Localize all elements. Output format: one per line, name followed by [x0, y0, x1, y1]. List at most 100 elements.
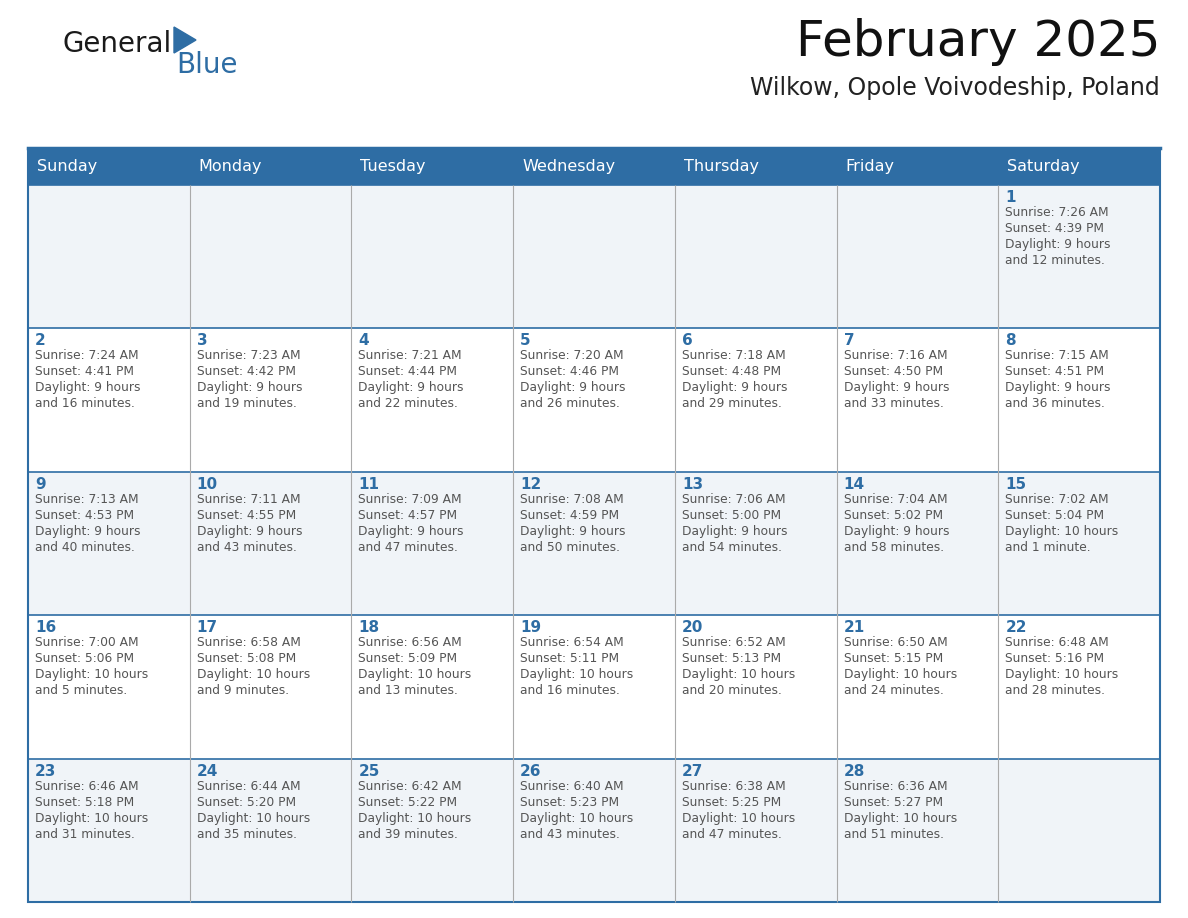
Text: General: General — [62, 30, 171, 58]
Text: Sunset: 4:44 PM: Sunset: 4:44 PM — [359, 365, 457, 378]
Text: 27: 27 — [682, 764, 703, 778]
Bar — [29, 472, 190, 615]
Text: 21: 21 — [843, 621, 865, 635]
Bar — [513, 758, 675, 902]
Text: 19: 19 — [520, 621, 542, 635]
Text: Sunrise: 6:46 AM: Sunrise: 6:46 AM — [34, 779, 139, 792]
Text: and 50 minutes.: and 50 minutes. — [520, 541, 620, 554]
Bar — [675, 615, 836, 758]
Text: Sunset: 4:46 PM: Sunset: 4:46 PM — [520, 365, 619, 378]
Text: Daylight: 10 hours: Daylight: 10 hours — [34, 812, 148, 824]
Text: Daylight: 9 hours: Daylight: 9 hours — [843, 525, 949, 538]
Bar — [352, 185, 513, 329]
Text: Daylight: 9 hours: Daylight: 9 hours — [34, 525, 140, 538]
Text: 5: 5 — [520, 333, 531, 349]
Bar — [190, 329, 352, 472]
Text: 11: 11 — [359, 476, 379, 492]
Text: and 13 minutes.: and 13 minutes. — [359, 684, 459, 697]
Text: Sunset: 4:50 PM: Sunset: 4:50 PM — [843, 365, 943, 378]
Bar — [998, 472, 1159, 615]
Polygon shape — [173, 27, 196, 53]
Text: 15: 15 — [1005, 476, 1026, 492]
Text: Sunrise: 6:36 AM: Sunrise: 6:36 AM — [843, 779, 947, 792]
Text: and 43 minutes.: and 43 minutes. — [520, 828, 620, 841]
Text: 13: 13 — [682, 476, 703, 492]
Text: Tuesday: Tuesday — [360, 160, 426, 174]
Text: 9: 9 — [34, 476, 45, 492]
Text: Sunset: 5:02 PM: Sunset: 5:02 PM — [843, 509, 943, 521]
Text: Daylight: 10 hours: Daylight: 10 hours — [520, 668, 633, 681]
Text: 18: 18 — [359, 621, 379, 635]
Text: 12: 12 — [520, 476, 542, 492]
Bar — [29, 329, 190, 472]
Text: Sunrise: 6:58 AM: Sunrise: 6:58 AM — [197, 636, 301, 649]
Text: Sunrise: 6:44 AM: Sunrise: 6:44 AM — [197, 779, 301, 792]
Bar — [836, 329, 998, 472]
Bar — [513, 329, 675, 472]
Bar — [513, 149, 675, 185]
Bar — [836, 185, 998, 329]
Bar — [513, 185, 675, 329]
Text: 16: 16 — [34, 621, 56, 635]
Text: and 47 minutes.: and 47 minutes. — [682, 828, 782, 841]
Text: and 33 minutes.: and 33 minutes. — [843, 397, 943, 410]
Text: 7: 7 — [843, 333, 854, 349]
Text: 1: 1 — [1005, 190, 1016, 205]
Text: Sunset: 5:16 PM: Sunset: 5:16 PM — [1005, 652, 1105, 666]
Text: and 36 minutes.: and 36 minutes. — [1005, 397, 1105, 410]
Text: Sunset: 5:06 PM: Sunset: 5:06 PM — [34, 652, 134, 666]
Bar — [836, 149, 998, 185]
Text: 3: 3 — [197, 333, 208, 349]
Bar — [675, 185, 836, 329]
Text: Sunset: 5:18 PM: Sunset: 5:18 PM — [34, 796, 134, 809]
Bar — [352, 758, 513, 902]
Text: and 1 minute.: and 1 minute. — [1005, 541, 1091, 554]
Text: Sunset: 4:42 PM: Sunset: 4:42 PM — [197, 365, 296, 378]
Bar — [513, 615, 675, 758]
Text: and 16 minutes.: and 16 minutes. — [520, 684, 620, 697]
Bar — [998, 615, 1159, 758]
Bar — [998, 185, 1159, 329]
Text: and 22 minutes.: and 22 minutes. — [359, 397, 459, 410]
Text: Sunrise: 7:02 AM: Sunrise: 7:02 AM — [1005, 493, 1108, 506]
Bar — [29, 185, 190, 329]
Text: 22: 22 — [1005, 621, 1026, 635]
Text: Daylight: 10 hours: Daylight: 10 hours — [1005, 668, 1119, 681]
Text: Sunset: 4:41 PM: Sunset: 4:41 PM — [34, 365, 134, 378]
Text: Sunset: 4:48 PM: Sunset: 4:48 PM — [682, 365, 781, 378]
Text: Sunrise: 7:23 AM: Sunrise: 7:23 AM — [197, 350, 301, 363]
Text: 26: 26 — [520, 764, 542, 778]
Text: Daylight: 10 hours: Daylight: 10 hours — [843, 668, 956, 681]
Text: Daylight: 9 hours: Daylight: 9 hours — [197, 525, 302, 538]
Text: 10: 10 — [197, 476, 217, 492]
Text: Sunset: 5:11 PM: Sunset: 5:11 PM — [520, 652, 619, 666]
Bar — [190, 758, 352, 902]
Text: 23: 23 — [34, 764, 56, 778]
Text: Sunset: 5:04 PM: Sunset: 5:04 PM — [1005, 509, 1105, 521]
Text: and 29 minutes.: and 29 minutes. — [682, 397, 782, 410]
Text: Daylight: 10 hours: Daylight: 10 hours — [682, 812, 795, 824]
Text: and 40 minutes.: and 40 minutes. — [34, 541, 135, 554]
Text: Sunrise: 6:56 AM: Sunrise: 6:56 AM — [359, 636, 462, 649]
Text: Sunrise: 7:00 AM: Sunrise: 7:00 AM — [34, 636, 139, 649]
Text: 17: 17 — [197, 621, 217, 635]
Text: 8: 8 — [1005, 333, 1016, 349]
Text: Daylight: 10 hours: Daylight: 10 hours — [34, 668, 148, 681]
Text: 14: 14 — [843, 476, 865, 492]
Text: and 24 minutes.: and 24 minutes. — [843, 684, 943, 697]
Text: Sunrise: 6:48 AM: Sunrise: 6:48 AM — [1005, 636, 1110, 649]
Text: and 58 minutes.: and 58 minutes. — [843, 541, 943, 554]
Bar — [190, 149, 352, 185]
Bar — [675, 149, 836, 185]
Text: Daylight: 9 hours: Daylight: 9 hours — [34, 381, 140, 395]
Text: Friday: Friday — [846, 160, 895, 174]
Bar — [675, 329, 836, 472]
Text: Daylight: 9 hours: Daylight: 9 hours — [359, 381, 465, 395]
Text: Daylight: 9 hours: Daylight: 9 hours — [520, 381, 626, 395]
Text: Wednesday: Wednesday — [523, 160, 615, 174]
Text: Sunset: 5:20 PM: Sunset: 5:20 PM — [197, 796, 296, 809]
Text: Sunrise: 6:40 AM: Sunrise: 6:40 AM — [520, 779, 624, 792]
Text: Daylight: 10 hours: Daylight: 10 hours — [682, 668, 795, 681]
Text: Sunset: 4:51 PM: Sunset: 4:51 PM — [1005, 365, 1105, 378]
Text: Sunrise: 7:20 AM: Sunrise: 7:20 AM — [520, 350, 624, 363]
